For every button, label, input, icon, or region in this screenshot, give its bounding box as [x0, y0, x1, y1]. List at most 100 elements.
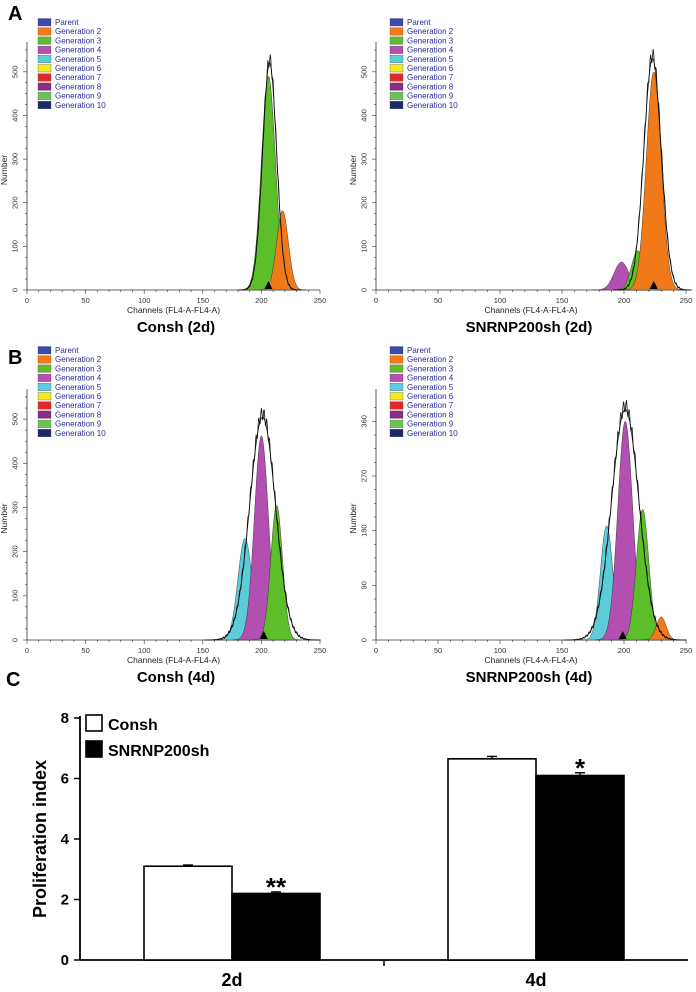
legend-swatch-generation-7 [37, 401, 52, 410]
histogram-snrnp200sh-2d: 0 50 100 150 200 250 0 100 200 300 400 500 Channels … [348, 18, 692, 336]
x-axis-label: Channels (FL4-A-FL4-A) [484, 655, 577, 665]
legend-label-generation-7: Generation 7 [407, 73, 454, 82]
legend-swatch-parent [37, 346, 52, 355]
x-axis-label: Channels (FL4-A-FL4-A) [127, 655, 220, 665]
legend-label-generation-5: Generation 5 [407, 55, 454, 64]
legend-label-generation-6: Generation 6 [407, 64, 454, 73]
legend-swatch-generation-3 [37, 36, 52, 45]
histogram-model-outline [563, 409, 687, 641]
x-tick-label: 200 [255, 296, 268, 305]
legend-label-generation-4: Generation 4 [407, 374, 454, 383]
legend-label-generation-10: Generation 10 [407, 429, 458, 438]
legend-label-generation-6: Generation 6 [55, 392, 102, 401]
y-axis-label: Number [348, 155, 358, 185]
legend-swatch-generation-10 [389, 101, 404, 109]
y-tick-label: 360 [360, 415, 369, 428]
legend-label-generation-9: Generation 9 [55, 92, 102, 101]
legend-label-generation-8: Generation 8 [55, 82, 102, 91]
x-tick-label: 50 [434, 296, 442, 305]
significance-mark-2d: ** [266, 872, 287, 902]
bar-legend-label-consh: Consh [108, 717, 158, 734]
x-tick-label: 150 [197, 646, 210, 655]
x-tick-label: 250 [314, 296, 327, 305]
y-tick-label: 0 [11, 638, 20, 642]
y-tick-label: 300 [11, 501, 20, 514]
legend-label-generation-3: Generation 3 [55, 364, 102, 373]
legend-label-generation-4: Generation 4 [55, 374, 102, 383]
legend-label-generation-7: Generation 7 [55, 401, 102, 410]
y-tick-label: 200 [360, 196, 369, 209]
legend-swatch-generation-9 [37, 91, 52, 100]
bar-x-tick-label-2d: 2d [221, 970, 242, 990]
y-axis-label: Number [0, 155, 9, 185]
x-tick-label: 200 [618, 296, 631, 305]
legend-swatch-generation-5 [389, 383, 404, 391]
legend-swatch-generation-3 [37, 364, 52, 373]
histogram-model-outline [237, 62, 302, 291]
legend-label-parent: Parent [407, 18, 431, 27]
histogram-model-outline [613, 58, 692, 291]
mean-marker-icon [649, 281, 658, 289]
bar-y-axis-label: Proliferation index [30, 760, 50, 918]
x-tick-label: 250 [680, 296, 693, 305]
legend-swatch-generation-3 [389, 36, 404, 45]
legend-label-generation-5: Generation 5 [407, 383, 454, 392]
legend-swatch-generation-2 [37, 355, 52, 364]
legend-swatch-generation-2 [37, 27, 52, 36]
y-axis-label: Number [348, 503, 358, 533]
x-tick-label: 250 [680, 646, 693, 655]
peak-generation-2 [623, 71, 684, 291]
legend-label-generation-2: Generation 2 [407, 355, 454, 364]
legend-label-generation-4: Generation 4 [407, 46, 454, 55]
bar-legend-label-snrnp200sh: SNRNP200sh [108, 743, 209, 760]
y-tick-label: 400 [11, 109, 20, 122]
x-tick-label: 100 [494, 646, 507, 655]
legend-swatch-parent [389, 18, 404, 27]
legend-label-generation-6: Generation 6 [407, 392, 454, 401]
y-tick-label: 500 [11, 66, 20, 79]
bar-y-tick-label: 8 [61, 710, 69, 727]
legend-swatch-generation-8 [37, 410, 52, 419]
legend-swatch-parent [389, 346, 404, 355]
legend-label-generation-3: Generation 3 [407, 364, 454, 373]
legend-swatch-generation-8 [389, 82, 404, 91]
bar-x-tick-label-4d: 4d [525, 970, 546, 990]
y-tick-label: 100 [360, 240, 369, 253]
bar-y-tick-label: 4 [61, 831, 70, 848]
legend-swatch-generation-4 [389, 45, 404, 54]
x-tick-label: 200 [618, 646, 631, 655]
mean-marker-icon [264, 281, 273, 289]
legend-swatch-generation-9 [37, 419, 52, 428]
x-tick-label: 150 [556, 646, 569, 655]
y-tick-label: 500 [360, 66, 369, 79]
legend-label-generation-10: Generation 10 [407, 101, 458, 110]
y-tick-label: 0 [360, 288, 369, 292]
mean-marker-icon [618, 631, 627, 639]
panel-label-b: B [8, 347, 22, 369]
bar-y-tick-label: 2 [61, 892, 69, 909]
histogram-title: Consh (2d) [137, 319, 215, 336]
legend-swatch-generation-7 [37, 73, 52, 82]
legend-label-generation-7: Generation 7 [55, 73, 102, 82]
x-tick-label: 100 [494, 296, 507, 305]
x-tick-label: 150 [556, 296, 569, 305]
legend-label-generation-9: Generation 9 [407, 420, 454, 429]
legend-swatch-generation-8 [37, 82, 52, 91]
y-tick-label: 0 [360, 638, 369, 642]
legend-swatch-generation-4 [389, 373, 404, 382]
histogram-title: SNRNP200sh (2d) [466, 319, 593, 336]
legend-label-generation-4: Generation 4 [55, 46, 102, 55]
legend-label-generation-8: Generation 8 [407, 82, 454, 91]
x-tick-label: 200 [255, 646, 268, 655]
peak-generation-3 [253, 504, 301, 641]
legend-label-parent: Parent [407, 346, 431, 355]
panel-label-a: A [8, 3, 22, 25]
y-tick-label: 100 [11, 590, 20, 603]
histogram-consh-4d: 0 50 100 150 200 250 0 100 200 300 400 500 Channels … [0, 346, 326, 686]
legend-swatch-generation-5 [389, 55, 404, 63]
legend-label-generation-2: Generation 2 [407, 27, 454, 36]
legend-swatch-generation-7 [389, 401, 404, 410]
histogram-title: Consh (4d) [137, 669, 215, 686]
legend-label-generation-7: Generation 7 [407, 401, 454, 410]
